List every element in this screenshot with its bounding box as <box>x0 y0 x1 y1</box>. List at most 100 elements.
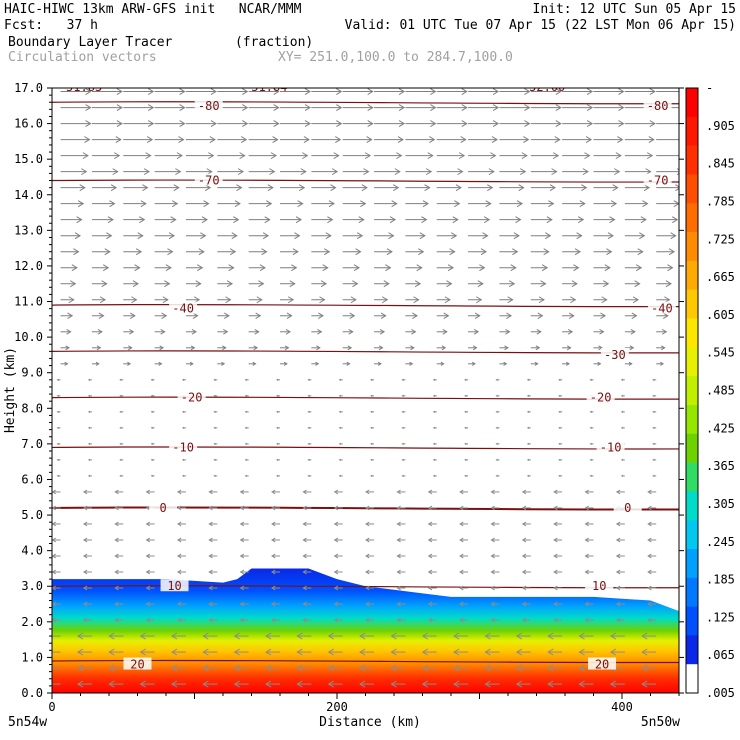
wind-vector-head <box>589 410 592 414</box>
wind-vector-head <box>427 537 433 543</box>
isotherm-label: -10 <box>600 440 622 454</box>
isotherm-label: -20 <box>590 391 612 405</box>
wind-vector-head <box>289 280 296 288</box>
wind-vector-head <box>82 601 88 607</box>
wind-vector-head <box>107 216 114 224</box>
wind-vector-head <box>271 521 276 527</box>
wind-vector-head <box>558 474 561 478</box>
wind-vector-head <box>641 632 648 640</box>
wind-vector-head <box>181 458 185 462</box>
wind-vector-head <box>99 296 107 304</box>
wind-vector-head <box>361 184 368 192</box>
wind-vector-head <box>307 442 310 446</box>
isotherm-label-bg <box>169 301 198 314</box>
isotherm-label-bg <box>123 657 152 670</box>
wind-vector-head <box>76 648 84 656</box>
wind-vector-head <box>108 664 115 672</box>
wind-vector-head <box>52 569 57 575</box>
wind-vector-head <box>147 88 155 95</box>
isotherm-label: -30 <box>604 348 626 362</box>
wind-vector-head <box>440 361 445 366</box>
init-line: Init: 12 UTC Sun 05 Apr 15 <box>532 2 737 17</box>
wind-vector-head <box>179 104 186 112</box>
isotherm-label-bg <box>600 347 629 360</box>
wind-vector-head <box>396 617 401 623</box>
wind-vector-head <box>584 601 589 607</box>
wind-vector-head <box>495 474 498 478</box>
wind-vector-head <box>680 137 685 143</box>
y-tick-label: 3.0 <box>21 579 43 593</box>
wind-vector-head <box>398 120 406 128</box>
wind-vector-head <box>297 200 304 208</box>
wind-vector-head <box>265 632 272 640</box>
wind-vector-head <box>490 505 495 511</box>
vectors-line: Circulation vectors <box>8 50 157 65</box>
wind-vector-head <box>396 585 401 591</box>
wind-vector-head <box>476 296 483 304</box>
wind-vector-head <box>401 410 404 414</box>
wind-vector-head <box>484 632 491 640</box>
wind-vector-head <box>109 200 116 208</box>
wind-vector-head <box>158 361 163 366</box>
wind-vector-head <box>87 378 91 381</box>
wind-vector-head <box>552 152 560 160</box>
wind-vector-head <box>271 585 276 591</box>
wind-vector-head <box>537 312 544 319</box>
wind-vector-head <box>165 264 172 272</box>
wind-vector-head <box>145 152 152 160</box>
wind-vector-head <box>615 617 621 623</box>
wind-vector-head <box>526 442 530 446</box>
wind-vector-head <box>652 458 655 462</box>
wind-vector-head <box>396 505 401 511</box>
wind-vector-head <box>568 312 575 319</box>
wind-vector-head <box>234 200 241 208</box>
wind-vector-head <box>546 216 553 224</box>
wind-vector-head <box>558 426 561 430</box>
colorbar-frame <box>685 87 699 694</box>
wind-vector-head <box>304 104 311 112</box>
wind-vector-head <box>646 152 654 160</box>
wind-vector-head <box>647 585 652 591</box>
wind-vector-head <box>584 521 589 527</box>
wind-vector-head <box>213 410 216 414</box>
wind-vector-head <box>584 152 591 160</box>
isotherm-line <box>52 446 679 450</box>
wind-vector-head <box>598 345 603 351</box>
wind-vector-head <box>388 232 395 240</box>
colorbar-label: .545 <box>706 346 735 360</box>
wind-vector-head <box>82 553 88 559</box>
colorbar-label: .845 <box>706 157 735 171</box>
wind-vector-head <box>681 89 686 95</box>
wind-vector-head <box>652 474 655 478</box>
wind-vector-head <box>363 168 370 176</box>
wind-vector-head <box>97 328 103 335</box>
wind-vector-head <box>365 553 370 559</box>
wind-vector-head <box>307 474 310 478</box>
wind-vector-head <box>79 184 86 192</box>
colorbar-swatch <box>686 232 698 262</box>
wind-vector-head <box>355 248 362 256</box>
wind-vector-head <box>495 426 498 430</box>
wind-vector-head <box>145 537 151 543</box>
wind-vector-head <box>490 553 495 559</box>
wind-vector-head <box>515 648 523 656</box>
wind-vector-head <box>134 264 141 272</box>
colorbar-swatch <box>686 289 698 319</box>
wind-vector-head <box>492 104 500 112</box>
wind-vector-head <box>181 474 185 478</box>
wind-vector-head <box>484 680 491 688</box>
wind-vector-head <box>208 601 213 607</box>
wind-vector-head <box>115 136 122 144</box>
wind-vector-head <box>370 474 373 478</box>
wind-vector-head <box>52 601 57 607</box>
wind-vector-head <box>453 632 460 640</box>
wind-vector-head <box>175 168 182 176</box>
wind-vector-head <box>449 248 456 256</box>
wind-vector-head <box>240 136 248 144</box>
wind-vector-head <box>643 184 651 192</box>
wind-vector-head <box>85 104 92 112</box>
wind-vector-head <box>578 632 585 640</box>
wind-vector-head <box>589 378 592 381</box>
wind-vector-head <box>507 296 514 304</box>
wind-vector-head <box>647 537 652 543</box>
